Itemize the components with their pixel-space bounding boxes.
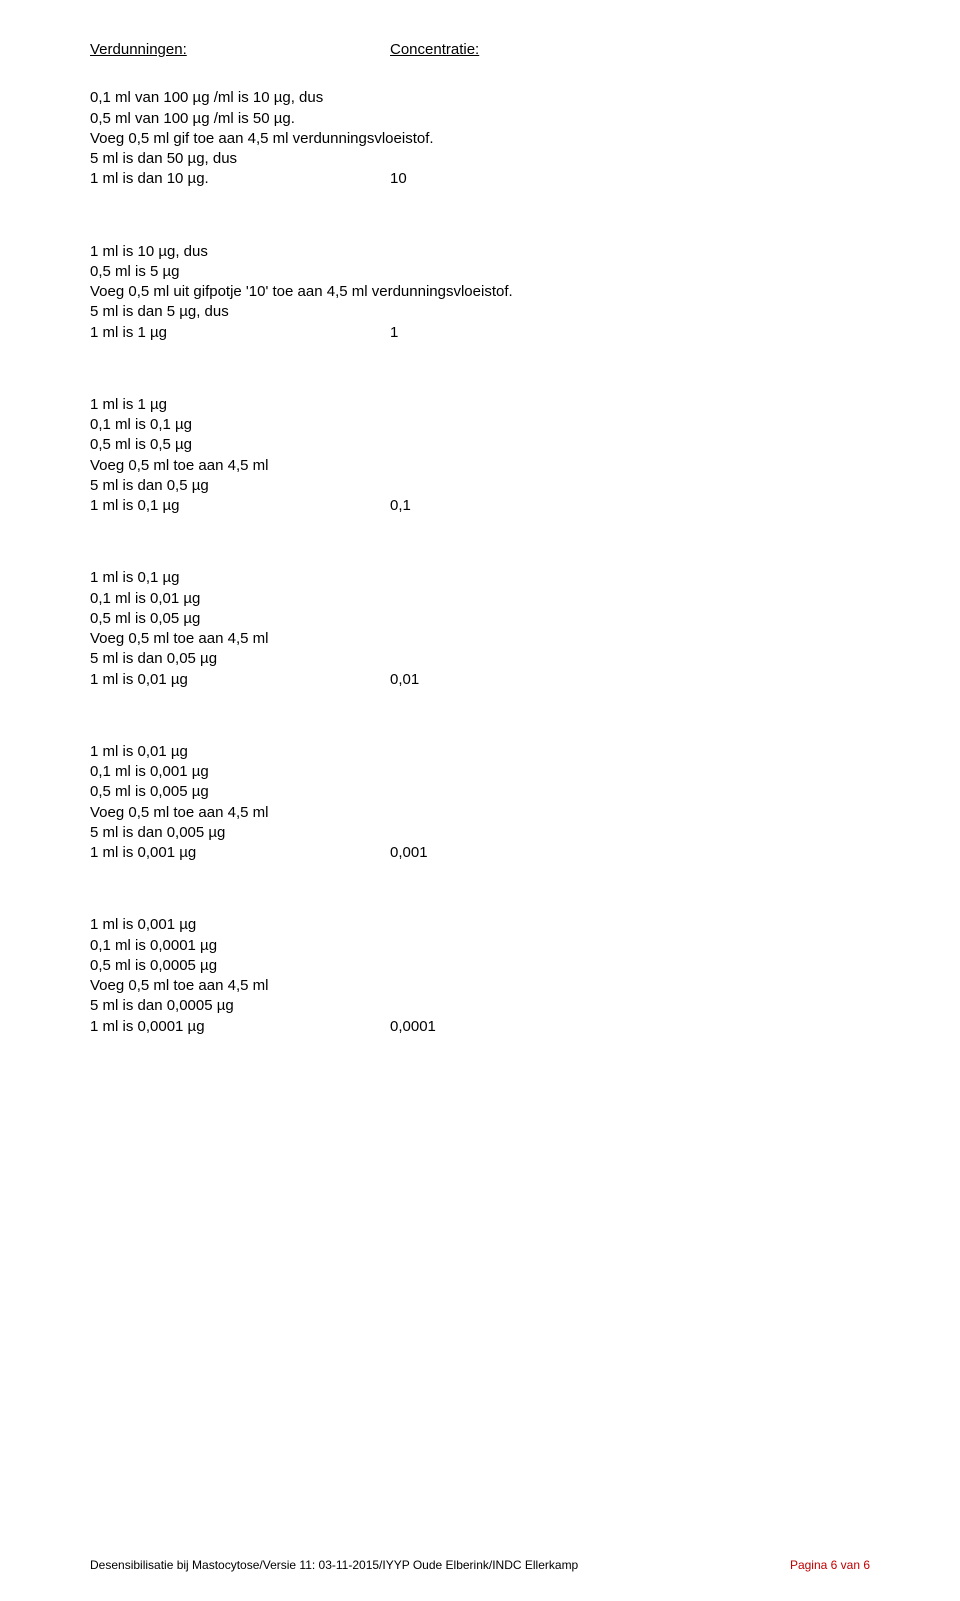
dilution-line: 5 ml is dan 0,05 µg <box>90 649 870 669</box>
dilution-line: 1 ml is 10 µg, dus <box>90 242 870 262</box>
dilution-line: 5 ml is dan 0,5 µg <box>90 476 870 496</box>
dilution-line: 0,5 ml is 5 µg <box>90 262 870 282</box>
header-concentration: Concentratie: <box>390 40 479 60</box>
dilution-block: 1 ml is 10 µg, dus0,5 ml is 5 µgVoeg 0,5… <box>90 242 870 343</box>
result-row: 1 ml is 0,001 µg0,001 <box>90 843 870 863</box>
dilution-block: 1 ml is 0,1 µg0,1 ml is 0,01 µg0,5 ml is… <box>90 568 870 690</box>
dilution-line: 0,5 ml is 0,0005 µg <box>90 956 870 976</box>
dilution-block: 1 ml is 0,001 µg0,1 ml is 0,0001 µg0,5 m… <box>90 915 870 1037</box>
concentration-value: 0,1 <box>390 496 411 516</box>
dilution-line: 0,5 ml is 0,5 µg <box>90 435 870 455</box>
footer-text: Desensibilisatie bij Mastocytose/Versie … <box>90 1557 578 1573</box>
result-text: 1 ml is 0,01 µg <box>90 670 390 690</box>
dilution-line: 1 ml is 0,1 µg <box>90 568 870 588</box>
concentration-value: 10 <box>390 169 407 189</box>
dilution-blocks: 0,1 ml van 100 µg /ml is 10 µg, dus0,5 m… <box>90 88 870 1037</box>
result-row: 1 ml is 0,01 µg0,01 <box>90 670 870 690</box>
header-dilutions: Verdunningen: <box>90 40 390 60</box>
dilution-line: 0,1 ml van 100 µg /ml is 10 µg, dus <box>90 88 870 108</box>
dilution-line: 5 ml is dan 0,0005 µg <box>90 996 870 1016</box>
dilution-line: 5 ml is dan 5 µg, dus <box>90 302 870 322</box>
result-row: 1 ml is dan 10 µg.10 <box>90 169 870 189</box>
dilution-line: 1 ml is 0,01 µg <box>90 742 870 762</box>
result-text: 1 ml is 0,0001 µg <box>90 1017 390 1037</box>
dilution-line: 1 ml is 0,001 µg <box>90 915 870 935</box>
dilution-line: 0,1 ml is 0,1 µg <box>90 415 870 435</box>
dilution-line: Voeg 0,5 ml toe aan 4,5 ml <box>90 456 870 476</box>
result-text: 1 ml is 1 µg <box>90 323 390 343</box>
dilution-line: 0,1 ml is 0,0001 µg <box>90 936 870 956</box>
dilution-line: 1 ml is 1 µg <box>90 395 870 415</box>
result-row: 1 ml is 1 µg1 <box>90 323 870 343</box>
concentration-value: 0,0001 <box>390 1017 436 1037</box>
dilution-line: Voeg 0,5 ml toe aan 4,5 ml <box>90 803 870 823</box>
dilution-line: 0,5 ml is 0,05 µg <box>90 609 870 629</box>
dilution-line: 0,5 ml is 0,005 µg <box>90 782 870 802</box>
column-headers: Verdunningen: Concentratie: <box>90 40 870 60</box>
dilution-block: 0,1 ml van 100 µg /ml is 10 µg, dus0,5 m… <box>90 88 870 189</box>
dilution-block: 1 ml is 1 µg0,1 ml is 0,1 µg0,5 ml is 0,… <box>90 395 870 517</box>
dilution-line: 5 ml is dan 50 µg, dus <box>90 149 870 169</box>
dilution-line: 5 ml is dan 0,005 µg <box>90 823 870 843</box>
concentration-value: 1 <box>390 323 398 343</box>
dilution-line: 0,1 ml is 0,001 µg <box>90 762 870 782</box>
dilution-line: Voeg 0,5 ml toe aan 4,5 ml <box>90 976 870 996</box>
dilution-line: Voeg 0,5 ml toe aan 4,5 ml <box>90 629 870 649</box>
page-footer: Desensibilisatie bij Mastocytose/Versie … <box>90 1557 870 1573</box>
concentration-value: 0,001 <box>390 843 428 863</box>
dilution-line: Voeg 0,5 ml uit gifpotje '10' toe aan 4,… <box>90 282 870 302</box>
dilution-line: 0,5 ml van 100 µg /ml is 50 µg. <box>90 109 870 129</box>
result-text: 1 ml is 0,1 µg <box>90 496 390 516</box>
result-text: 1 ml is dan 10 µg. <box>90 169 390 189</box>
result-row: 1 ml is 0,1 µg0,1 <box>90 496 870 516</box>
result-row: 1 ml is 0,0001 µg0,0001 <box>90 1017 870 1037</box>
dilution-line: Voeg 0,5 ml gif toe aan 4,5 ml verdunnin… <box>90 129 870 149</box>
dilution-line: 0,1 ml is 0,01 µg <box>90 589 870 609</box>
page-number: Pagina 6 van 6 <box>790 1557 870 1573</box>
result-text: 1 ml is 0,001 µg <box>90 843 390 863</box>
concentration-value: 0,01 <box>390 670 419 690</box>
dilution-block: 1 ml is 0,01 µg0,1 ml is 0,001 µg0,5 ml … <box>90 742 870 864</box>
